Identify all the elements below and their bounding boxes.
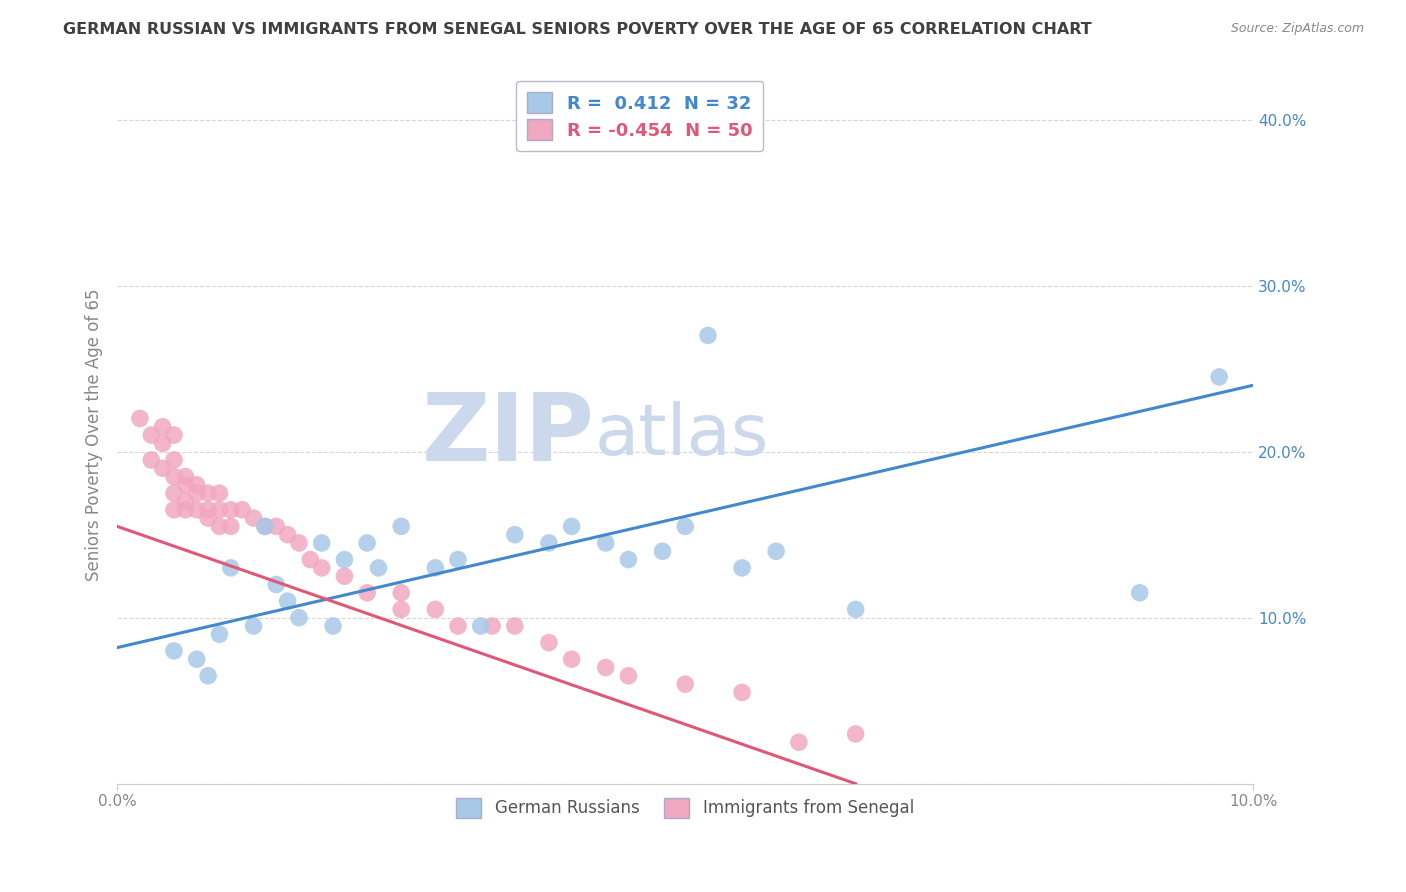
Text: atlas: atlas [595,401,769,469]
Point [163,644,186,658]
Point [299,552,322,566]
Point [651,544,673,558]
Point [264,519,287,533]
Point [242,619,264,633]
Point [845,602,868,616]
Point [845,727,868,741]
Point [208,502,231,516]
Point [163,486,186,500]
Point [311,561,333,575]
Point [152,436,174,450]
Point [356,586,378,600]
Point [288,536,311,550]
Point [425,602,447,616]
Point [174,469,197,483]
Point [561,519,583,533]
Point [481,619,503,633]
Point [264,577,287,591]
Text: GERMAN RUSSIAN VS IMMIGRANTS FROM SENEGAL SENIORS POVERTY OVER THE AGE OF 65 COR: GERMAN RUSSIAN VS IMMIGRANTS FROM SENEGA… [63,22,1092,37]
Text: ZIP: ZIP [422,389,595,481]
Point [311,536,333,550]
Point [595,660,617,674]
Point [253,519,276,533]
Point [447,619,470,633]
Point [186,478,208,492]
Text: Source: ZipAtlas.com: Source: ZipAtlas.com [1230,22,1364,36]
Point [163,469,186,483]
Point [219,519,242,533]
Point [163,502,186,516]
Point [197,502,219,516]
Point [152,419,174,434]
Point [186,652,208,666]
Point [389,519,412,533]
Point [174,494,197,508]
Point [470,619,492,633]
Point [141,428,163,442]
Point [333,552,356,566]
Point [208,627,231,641]
Point [356,536,378,550]
Point [731,685,754,699]
Point [277,527,299,541]
Y-axis label: Seniors Poverty Over the Age of 65: Seniors Poverty Over the Age of 65 [86,289,103,582]
Point [277,594,299,608]
Point [537,635,560,649]
Point [186,502,208,516]
Point [174,502,197,516]
Point [242,511,264,525]
Point [1129,586,1152,600]
Point [367,561,389,575]
Point [253,519,276,533]
Point [231,502,253,516]
Point [197,669,219,683]
Point [389,602,412,616]
Point [787,735,810,749]
Point [219,502,242,516]
Point [731,561,754,575]
Point [208,486,231,500]
Point [186,486,208,500]
Point [174,478,197,492]
Point [537,536,560,550]
Point [503,527,526,541]
Legend: German Russians, Immigrants from Senegal: German Russians, Immigrants from Senegal [450,791,921,824]
Point [503,619,526,633]
Point [208,519,231,533]
Point [288,610,311,624]
Point [389,586,412,600]
Point [595,536,617,550]
Point [197,486,219,500]
Point [447,552,470,566]
Point [219,561,242,575]
Point [141,453,163,467]
Point [1208,370,1230,384]
Point [322,619,344,633]
Point [765,544,787,558]
Point [333,569,356,583]
Point [152,461,174,475]
Point [673,519,696,533]
Point [561,652,583,666]
Point [163,453,186,467]
Point [197,511,219,525]
Point [129,411,152,425]
Point [617,669,640,683]
Point [617,552,640,566]
Point [425,561,447,575]
Point [163,428,186,442]
Point [697,328,720,343]
Point [673,677,696,691]
